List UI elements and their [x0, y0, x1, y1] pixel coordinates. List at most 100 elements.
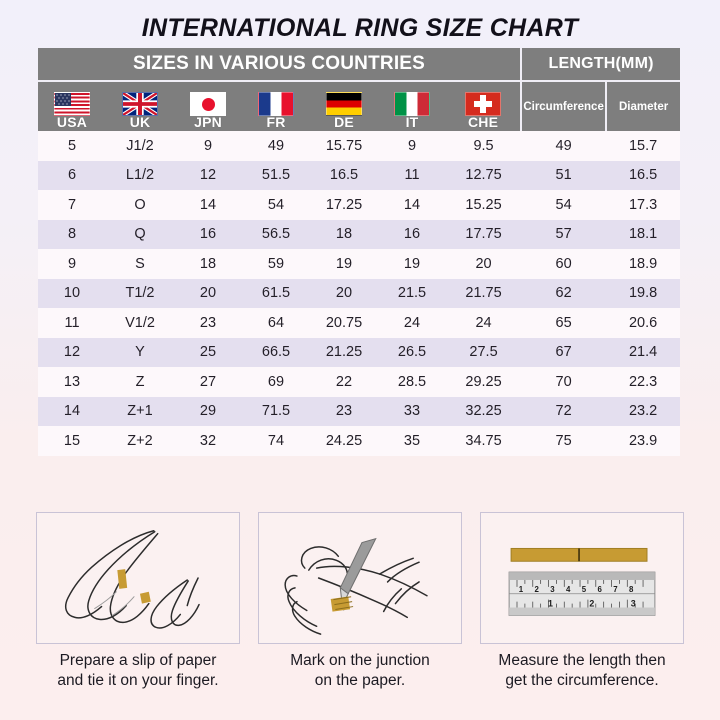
cell-che: 34.75 — [446, 426, 522, 456]
cell-fr: 69 — [242, 367, 310, 397]
cell-circumference: 72 — [521, 396, 607, 426]
svg-text:4: 4 — [566, 585, 571, 594]
table-row: 8 Q 16 56.5 18 16 17.75 57 18.1 — [38, 219, 681, 249]
table-row: 9 S 18 59 19 19 20 60 18.9 — [38, 249, 681, 279]
table-row: 12 Y 25 66.5 21.25 26.5 27.5 67 21.4 — [38, 337, 681, 367]
step-2-caption: Mark on the junction on the paper. — [290, 652, 430, 689]
size-chart-body: 5 J1/2 9 49 15.75 9 9.5 49 15.7 6 L1/2 1… — [38, 131, 681, 456]
cell-it: 35 — [378, 426, 446, 456]
cell-usa: 6 — [38, 160, 106, 190]
svg-text:1: 1 — [548, 599, 553, 609]
country-code-fr: FR — [266, 114, 286, 130]
column-header-uk: UK — [106, 80, 174, 131]
svg-text:5: 5 — [582, 585, 587, 594]
cell-usa: 10 — [38, 278, 106, 308]
table-row: 10 T1/2 20 61.5 20 21.5 21.75 62 19.8 — [38, 278, 681, 308]
cell-usa: 11 — [38, 308, 106, 338]
country-code-usa: USA — [56, 114, 88, 130]
cell-diameter: 15.7 — [606, 131, 681, 161]
country-code-it: IT — [405, 114, 419, 130]
cell-fr: 49 — [242, 131, 310, 161]
paper-strip-icon — [330, 596, 354, 612]
svg-text:8: 8 — [629, 585, 634, 594]
cell-diameter: 22.3 — [606, 367, 681, 397]
flag-usa-icon — [54, 92, 90, 116]
cell-it: 14 — [378, 190, 446, 220]
cell-usa: 13 — [38, 367, 106, 397]
cell-it: 26.5 — [378, 337, 446, 367]
size-chart-table: SIZES IN VARIOUS COUNTRIES LENGTH(MM) US… — [38, 48, 681, 456]
table-row: 11 V1/2 23 64 20.75 24 24 65 20.6 — [38, 308, 681, 338]
cell-diameter: 16.5 — [606, 160, 681, 190]
country-code-che: CHE — [467, 114, 499, 130]
flag-uk-icon — [122, 92, 158, 116]
cell-fr: 61.5 — [242, 278, 310, 308]
cell-uk: Y — [106, 337, 174, 367]
cell-de: 24.25 — [310, 426, 378, 456]
cell-it: 16 — [378, 219, 446, 249]
cell-circumference: 67 — [521, 337, 607, 367]
country-code-jpn: JPN — [194, 114, 222, 130]
cell-circumference: 62 — [521, 278, 607, 308]
step-1: Prepare a slip of paper and tie it on yo… — [36, 512, 240, 691]
table-row: 15 Z+2 32 74 24.25 35 34.75 75 23.9 — [38, 426, 681, 456]
cell-de: 17.25 — [310, 190, 378, 220]
size-chart-table-container: SIZES IN VARIOUS COUNTRIES LENGTH(MM) US… — [38, 48, 681, 456]
cell-usa: 12 — [38, 337, 106, 367]
svg-text:6: 6 — [598, 585, 603, 594]
cell-uk: Z+1 — [106, 396, 174, 426]
flag-france-icon — [258, 92, 294, 116]
cell-fr: 56.5 — [242, 219, 310, 249]
cell-jpn: 16 — [174, 219, 242, 249]
cell-diameter: 19.8 — [606, 278, 681, 308]
cell-che: 27.5 — [446, 337, 522, 367]
column-header-circumference: Circumference — [520, 80, 607, 131]
cell-uk: Q — [106, 219, 174, 249]
cell-fr: 71.5 — [242, 396, 310, 426]
step-3-caption: Measure the length then get the circumfe… — [498, 652, 666, 689]
table-row: 5 J1/2 9 49 15.75 9 9.5 49 15.7 — [38, 131, 681, 161]
cell-uk: T1/2 — [106, 278, 174, 308]
cell-de: 21.25 — [310, 337, 378, 367]
cell-fr: 54 — [242, 190, 310, 220]
cell-jpn: 23 — [174, 308, 242, 338]
measuring-steps: Prepare a slip of paper and tie it on yo… — [36, 512, 684, 691]
cell-jpn: 18 — [174, 249, 242, 279]
column-header-diameter: Diameter — [605, 80, 681, 131]
cell-che: 17.75 — [446, 219, 522, 249]
cell-uk: V1/2 — [106, 308, 174, 338]
country-code-uk: UK — [129, 114, 151, 130]
cell-it: 9 — [378, 131, 446, 161]
cell-diameter: 21.4 — [606, 337, 681, 367]
cell-che: 9.5 — [446, 131, 522, 161]
table-row: 13 Z 27 69 22 28.5 29.25 70 22.3 — [38, 367, 681, 397]
svg-text:3: 3 — [631, 599, 636, 609]
cell-usa: 15 — [38, 426, 106, 456]
cell-fr: 51.5 — [242, 160, 310, 190]
cell-che: 20 — [446, 249, 522, 279]
cell-de: 20 — [310, 278, 378, 308]
cell-che: 15.25 — [446, 190, 522, 220]
cell-circumference: 75 — [521, 426, 607, 456]
column-header-usa: USA — [38, 80, 106, 131]
cell-che: 32.25 — [446, 396, 522, 426]
cell-che: 29.25 — [446, 367, 522, 397]
cell-it: 33 — [378, 396, 446, 426]
paper-strip-icon — [510, 547, 648, 562]
cell-uk: Z — [106, 367, 174, 397]
cell-che: 21.75 — [446, 278, 522, 308]
cell-uk: Z+2 — [106, 426, 174, 456]
column-header-che: CHE — [446, 80, 522, 131]
cell-de: 22 — [310, 367, 378, 397]
table-row: 7 O 14 54 17.25 14 15.25 54 17.3 — [38, 190, 681, 220]
cell-usa: 5 — [38, 131, 106, 161]
cell-circumference: 60 — [521, 249, 607, 279]
cell-uk: L1/2 — [106, 160, 174, 190]
cell-fr: 74 — [242, 426, 310, 456]
cell-diameter: 18.1 — [606, 219, 681, 249]
cell-fr: 59 — [242, 249, 310, 279]
cell-uk: J1/2 — [106, 131, 174, 161]
svg-text:3: 3 — [550, 585, 555, 594]
